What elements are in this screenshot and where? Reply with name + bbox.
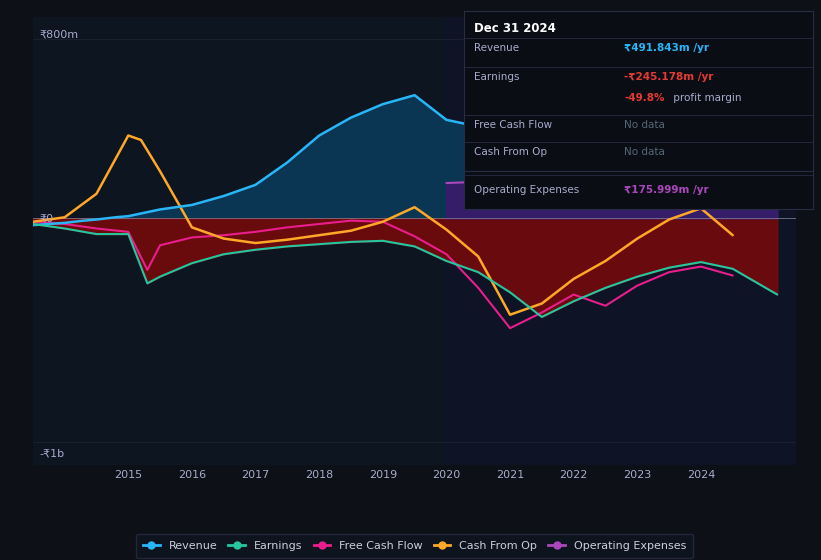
Text: Earnings: Earnings (475, 72, 520, 82)
Text: ₹0: ₹0 (39, 213, 53, 223)
Bar (447, 17, 796, 465)
Text: Cash From Op: Cash From Op (475, 147, 548, 157)
Text: -₹245.178m /yr: -₹245.178m /yr (624, 72, 713, 82)
Text: Free Cash Flow: Free Cash Flow (475, 120, 553, 130)
Text: No data: No data (624, 147, 665, 157)
Text: profit margin: profit margin (670, 92, 741, 102)
Text: Operating Expenses: Operating Expenses (475, 185, 580, 195)
Text: -₹1b: -₹1b (39, 449, 64, 459)
Text: ₹491.843m /yr: ₹491.843m /yr (624, 43, 709, 53)
Text: Dec 31 2024: Dec 31 2024 (475, 22, 556, 35)
Text: No data: No data (624, 120, 665, 130)
Text: ₹800m: ₹800m (39, 29, 78, 39)
Text: ₹175.999m /yr: ₹175.999m /yr (624, 185, 709, 195)
Legend: Revenue, Earnings, Free Cash Flow, Cash From Op, Operating Expenses: Revenue, Earnings, Free Cash Flow, Cash … (136, 534, 693, 558)
Text: -49.8%: -49.8% (624, 92, 665, 102)
Text: Revenue: Revenue (475, 43, 520, 53)
